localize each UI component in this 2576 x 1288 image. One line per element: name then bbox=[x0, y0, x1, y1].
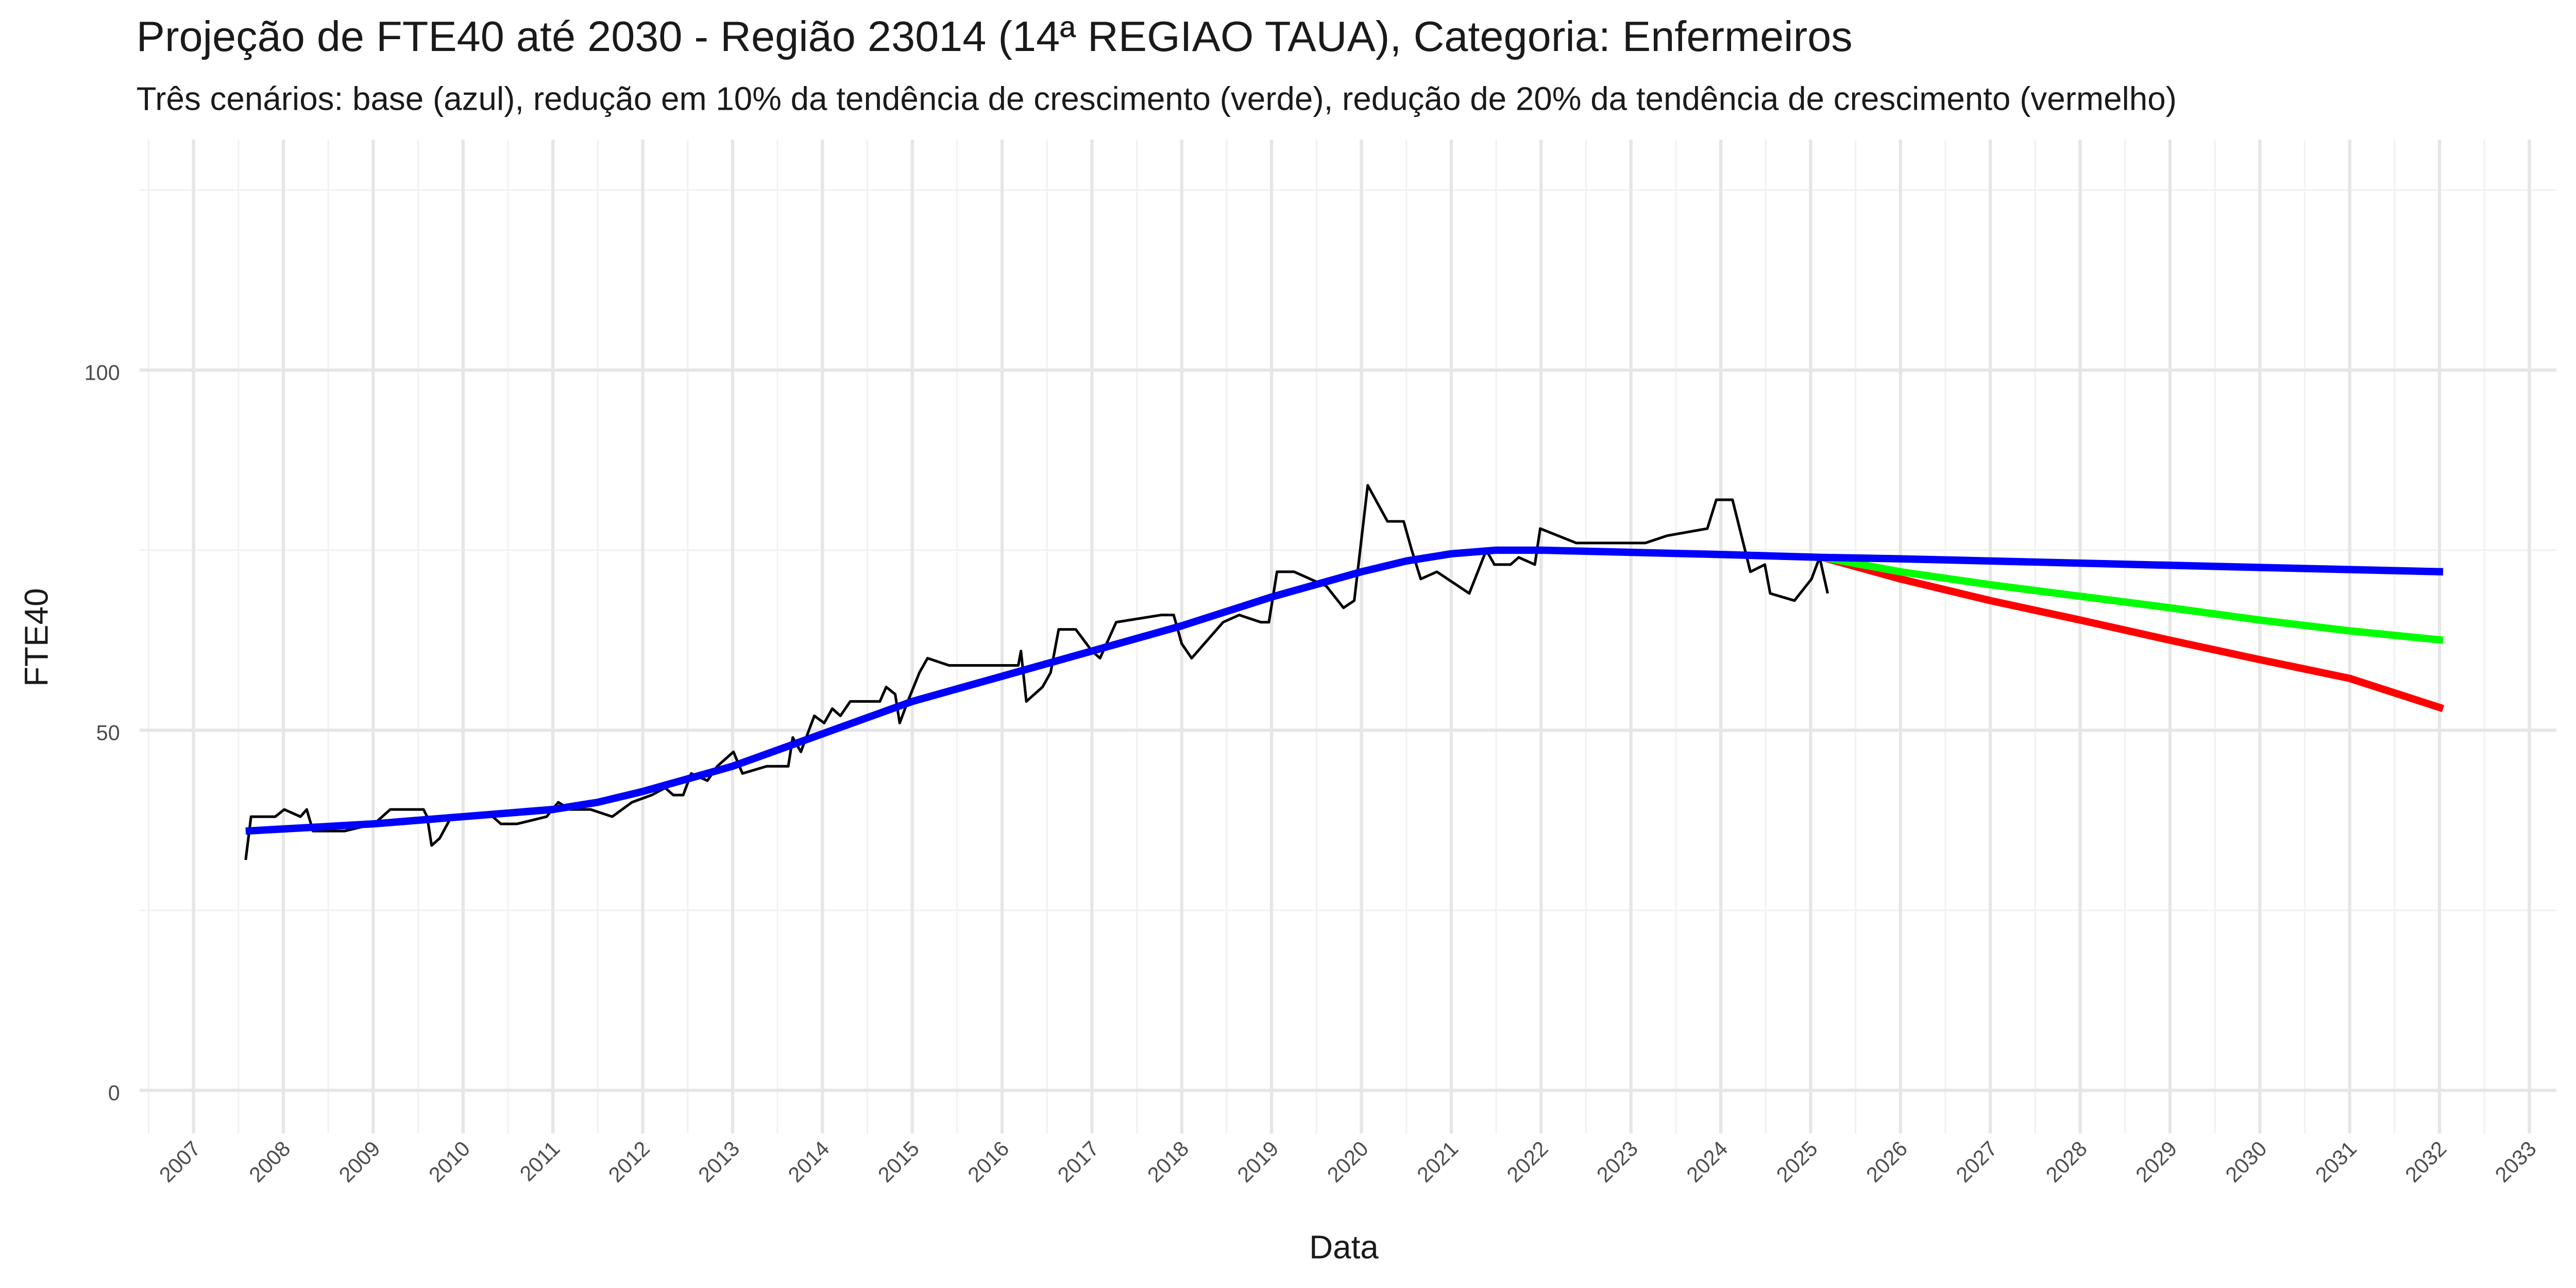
series-line bbox=[1821, 553, 2445, 713]
series-line bbox=[245, 546, 2444, 835]
series-line bbox=[244, 484, 1829, 860]
y-tick-label: 50 bbox=[96, 721, 120, 745]
chart-subtitle: Três cenários: base (azul), redução em 1… bbox=[137, 80, 2177, 117]
y-tick-label: 100 bbox=[84, 361, 120, 385]
plot-area bbox=[244, 484, 2445, 860]
y-axis-title: FTE40 bbox=[18, 588, 55, 687]
chart-title: Projeção de FTE40 até 2030 - Região 2301… bbox=[137, 12, 1853, 60]
y-tick-label: 0 bbox=[108, 1081, 120, 1105]
grid bbox=[140, 140, 2556, 1134]
series-line bbox=[1821, 553, 2444, 644]
x-axis-title: Data bbox=[1309, 1229, 1379, 1266]
